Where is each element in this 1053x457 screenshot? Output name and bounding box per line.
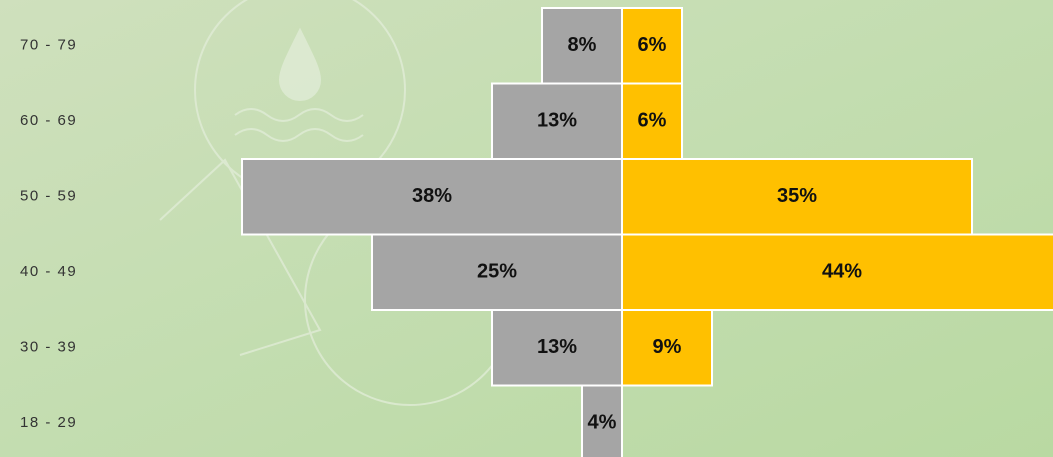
- category-label: 40 - 49: [20, 263, 77, 280]
- chart: 70 - 79 8% 6% 60 - 69 13% 6% 50 - 59 38% 35% 40 -…: [0, 0, 1053, 457]
- category-label: 50 - 59: [20, 188, 77, 205]
- value-label: 8%: [568, 34, 597, 56]
- value-label: 6%: [638, 34, 667, 56]
- category-label: 70 - 79: [20, 37, 77, 54]
- page: {"chart_data": {"type": "bar", "categori…: [0, 0, 1053, 457]
- value-label: 38%: [412, 185, 452, 207]
- value-label: 13%: [537, 336, 577, 358]
- value-label: 35%: [777, 185, 817, 207]
- value-label: 9%: [653, 336, 682, 358]
- category-label: 18 - 29: [20, 414, 77, 431]
- value-label: 4%: [588, 412, 617, 434]
- category-label: 30 - 39: [20, 339, 77, 356]
- value-label: 44%: [822, 261, 862, 283]
- category-label: 60 - 69: [20, 112, 77, 129]
- value-label: 6%: [638, 110, 667, 132]
- value-label: 13%: [537, 110, 577, 132]
- value-label: 25%: [477, 261, 517, 283]
